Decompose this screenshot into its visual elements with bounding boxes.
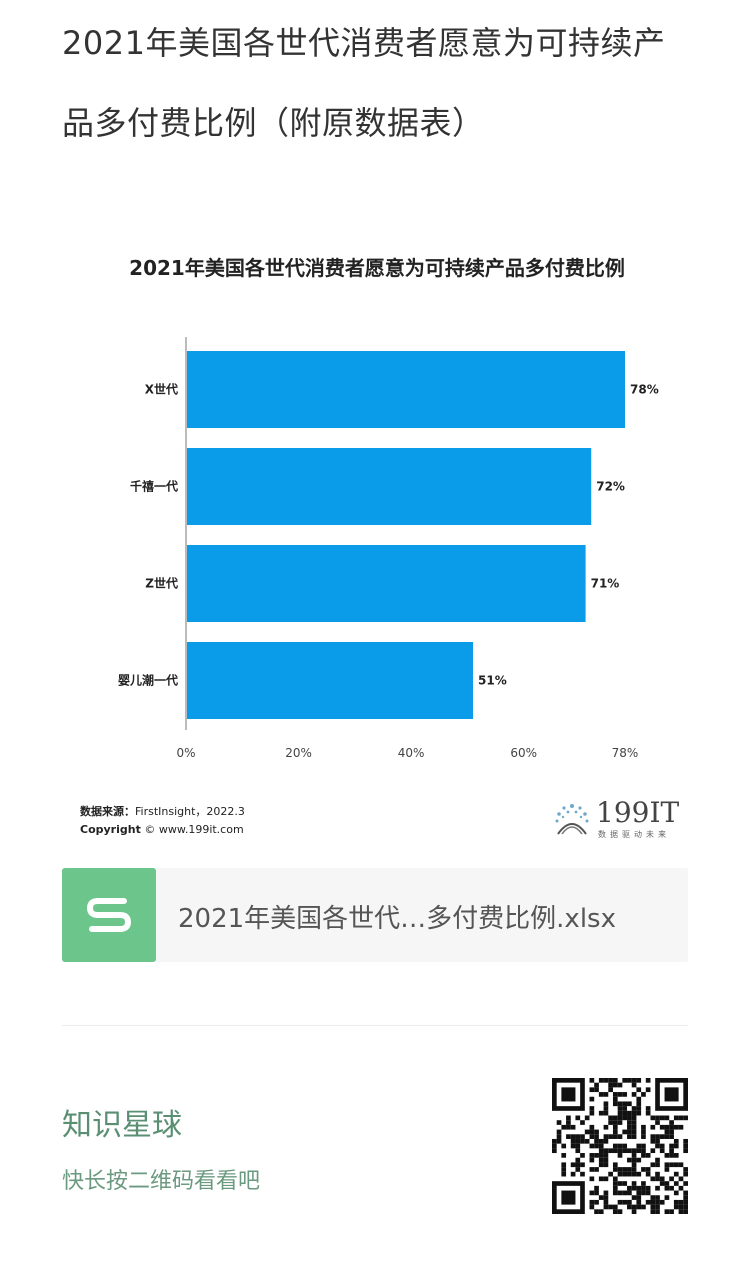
data-label: 71% <box>591 577 620 591</box>
copyright-label: Copyright <box>80 823 141 836</box>
x-tick-label: 40% <box>398 746 425 760</box>
promo-subtitle: 快长按二维码看看吧 <box>62 1169 261 1194</box>
category-label: 婴儿潮一代 <box>118 673 178 688</box>
promo-title: 知识星球 <box>62 1108 182 1143</box>
data-source-label: 数据来源： <box>80 805 135 818</box>
copyright: Copyright © www.199it.com <box>80 823 244 836</box>
attachment-card[interactable]: 2021年美国各世代…多付费比例.xlsx <box>62 868 688 962</box>
qr-code-icon[interactable] <box>552 1078 688 1214</box>
x-tick-label: 0% <box>176 746 195 760</box>
bar-chart: X世代 78% 千禧一代 72% Z世代 71% 婴儿潮一代 51% 0% 20% 40% 60% 78… <box>118 337 659 760</box>
category-label: Z世代 <box>145 576 178 591</box>
x-tick-label: 20% <box>285 746 312 760</box>
bar <box>187 545 586 622</box>
dandelion-icon <box>555 804 589 835</box>
x-tick-label: 78% <box>612 746 639 760</box>
brand-name: 199IT <box>596 796 680 829</box>
brand-tagline: 数据驱动未来 <box>598 830 670 839</box>
brand-logo: 199IT 数据驱动未来 <box>552 796 682 840</box>
data-source: 数据来源：FirstInsight，2022.3 <box>80 803 245 819</box>
chart-title: 2021年美国各世代消费者愿意为可持续产品多付费比例 <box>129 256 625 280</box>
article-title-line-2: 品多付费比例（附原数据表） <box>62 104 485 142</box>
data-label: 72% <box>596 480 625 494</box>
bar <box>187 351 625 428</box>
bar <box>187 642 474 719</box>
attachment-file-name: 2021年美国各世代…多付费比例.xlsx <box>178 904 616 934</box>
article-title-line-1: 2021年美国各世代消费者愿意为可持续产 <box>62 24 666 62</box>
data-source-text: FirstInsight，2022.3 <box>135 805 245 818</box>
data-label: 78% <box>630 383 659 397</box>
copyright-text: © www.199it.com <box>144 823 244 836</box>
x-tick-label: 60% <box>510 746 537 760</box>
divider <box>62 1025 688 1026</box>
bar <box>187 448 592 525</box>
data-label: 51% <box>478 674 507 688</box>
category-label: 千禧一代 <box>130 479 178 494</box>
chart-image: 2021年美国各世代消费者愿意为可持续产品多付费比例 X世代 78% 千禧一代 72%… <box>62 240 692 850</box>
spreadsheet-s-icon <box>62 868 156 962</box>
article-title: 2021年美国各世代消费者愿意为可持续产 品多付费比例（附原数据表） <box>62 22 692 182</box>
category-label: X世代 <box>145 382 178 397</box>
